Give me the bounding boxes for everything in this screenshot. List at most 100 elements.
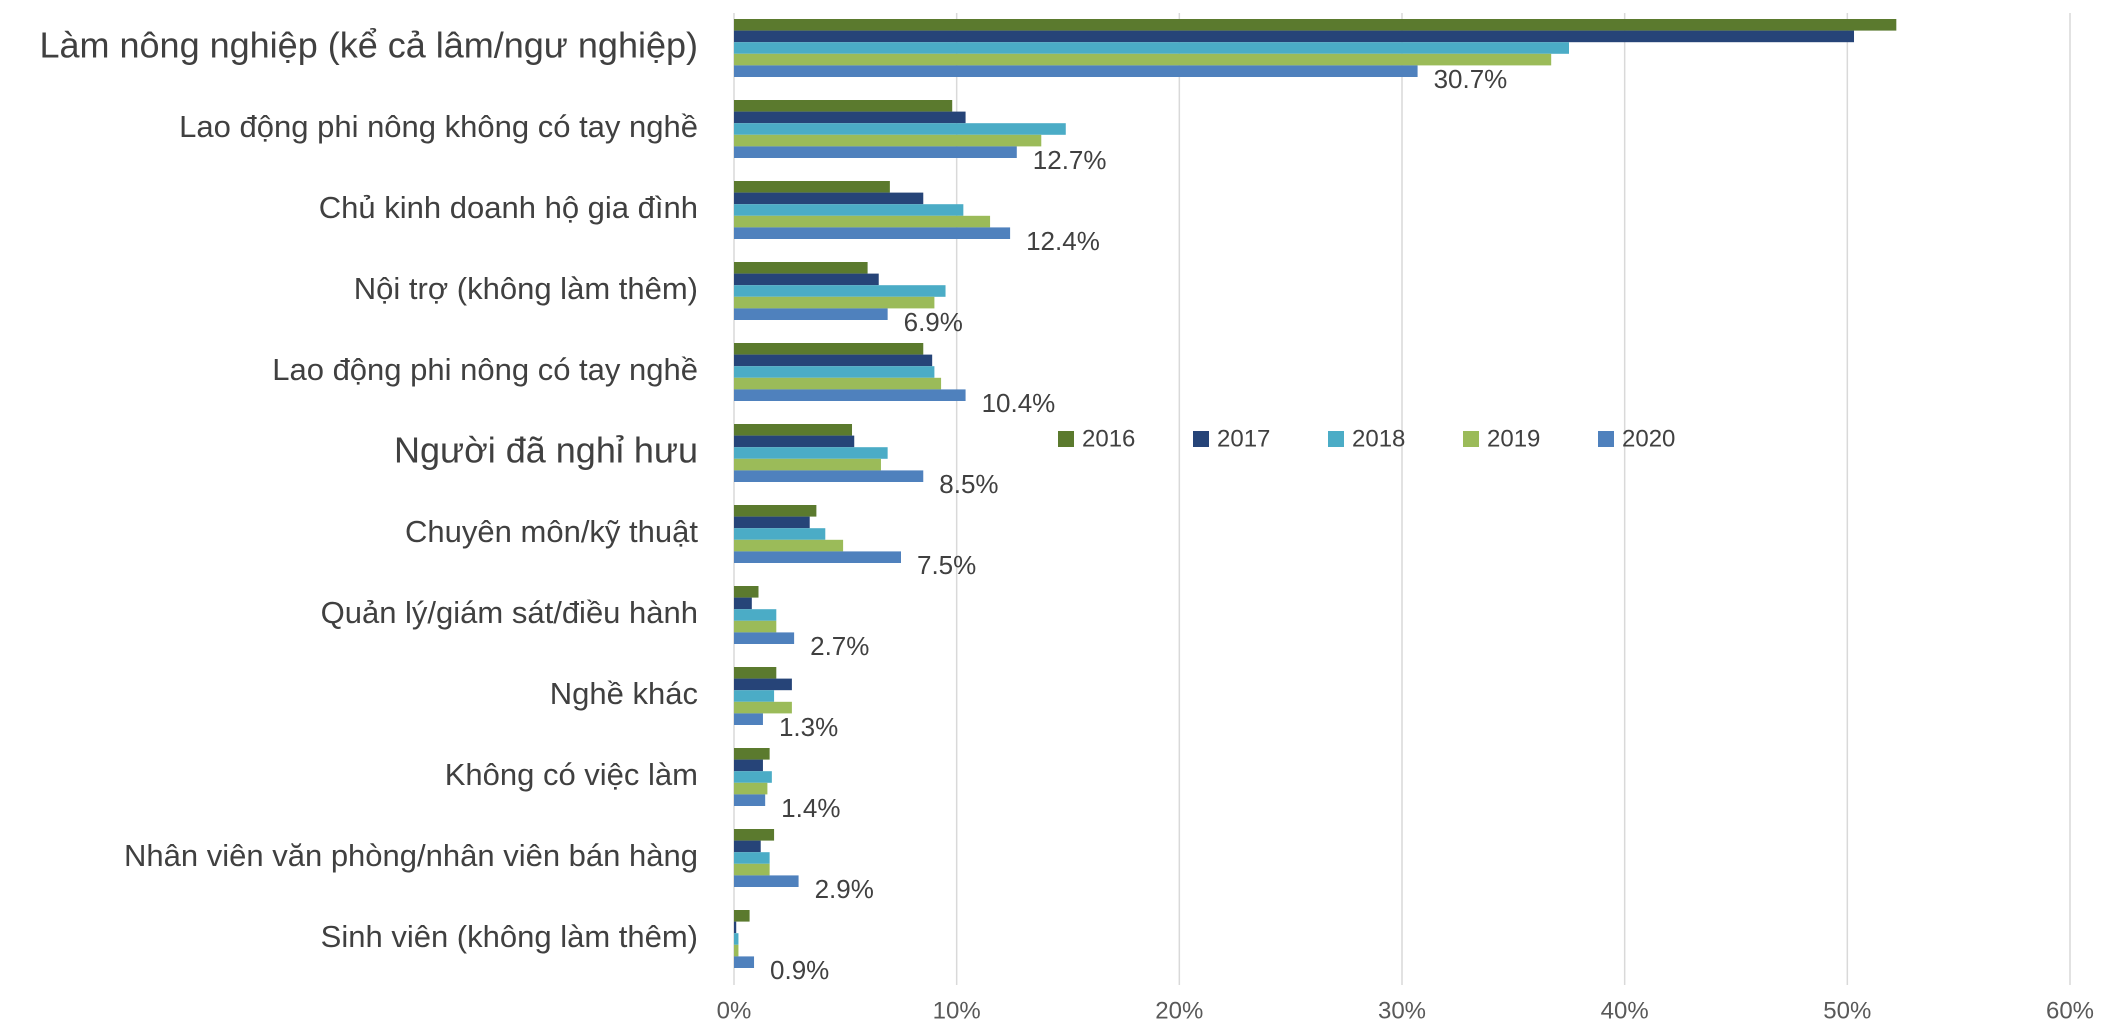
data-label: 10.4% [982, 388, 1056, 418]
x-tick-label: 50% [1823, 997, 1871, 1024]
x-tick-label: 40% [1601, 997, 1649, 1024]
bar [734, 470, 924, 482]
legend-swatch [1193, 431, 1209, 447]
bar [734, 227, 1011, 239]
bar [734, 215, 991, 228]
bar [734, 632, 795, 644]
bar [734, 771, 772, 783]
data-label: 30.7% [1434, 64, 1508, 94]
category-label: Làm nông nghiệp (kể cả lâm/ngư nghiệp) [39, 25, 698, 66]
bar [734, 586, 759, 598]
bar [734, 609, 777, 621]
bar [734, 435, 855, 448]
legend-label: 2018 [1352, 425, 1405, 452]
data-label: 2.7% [810, 631, 869, 661]
bar [734, 389, 966, 401]
data-label: 6.9% [904, 307, 963, 337]
bar [734, 667, 777, 679]
data-label: 12.7% [1033, 145, 1107, 175]
bar [734, 53, 1552, 66]
bar [734, 505, 817, 517]
bar [734, 100, 953, 112]
category-label: Lao động phi nông có tay nghề [272, 352, 698, 387]
bar [734, 539, 844, 552]
data-label: 8.5% [939, 469, 998, 499]
category-label: Không có việc làm [445, 757, 698, 792]
bar [734, 921, 737, 934]
bar [734, 377, 942, 390]
x-tick-label: 60% [2046, 997, 2094, 1024]
bar [734, 111, 966, 124]
bar [734, 458, 881, 471]
bar [734, 447, 888, 459]
legend-label: 2019 [1487, 425, 1540, 452]
bar [734, 30, 1855, 43]
bar [734, 875, 799, 887]
bar [734, 944, 739, 957]
bar [734, 134, 1042, 147]
bar [734, 516, 810, 529]
bar [734, 701, 792, 714]
x-tick-label: 0% [717, 997, 752, 1024]
bar [734, 713, 763, 725]
bar [734, 933, 739, 945]
legend-swatch [1463, 431, 1479, 447]
bar [734, 597, 752, 610]
bar [734, 956, 755, 968]
bar [734, 262, 868, 274]
data-label: 2.9% [815, 874, 874, 904]
x-tick-label: 10% [933, 997, 981, 1024]
bar [734, 204, 964, 216]
bar [734, 910, 750, 922]
bar [734, 840, 761, 853]
bar [734, 759, 763, 772]
bar [734, 42, 1569, 54]
legend-swatch [1328, 431, 1344, 447]
data-label: 0.9% [770, 955, 829, 985]
bar [734, 273, 879, 286]
bar [734, 366, 935, 378]
bar [734, 285, 946, 297]
x-tick-label: 20% [1155, 997, 1203, 1024]
data-label: 1.3% [779, 712, 838, 742]
category-label: Nội trợ (không làm thêm) [354, 271, 698, 306]
bar [734, 65, 1418, 77]
bar [734, 852, 770, 864]
bar [734, 354, 933, 367]
bar [734, 620, 777, 633]
category-label: Chuyên môn/kỹ thuật [405, 514, 698, 549]
legend-label: 2020 [1622, 425, 1675, 452]
bar [734, 690, 775, 702]
bar [734, 551, 901, 563]
category-label: Lao động phi nông không có tay nghề [179, 109, 698, 144]
bar [734, 863, 770, 876]
category-label: Quản lý/giám sát/điều hành [321, 595, 698, 630]
bar [734, 181, 890, 193]
bar [734, 794, 766, 806]
bar [734, 829, 775, 841]
bar [734, 123, 1066, 135]
bar [734, 19, 1897, 31]
bar [734, 146, 1017, 158]
category-label: Sinh viên (không làm thêm) [321, 919, 698, 954]
bar [734, 192, 924, 205]
bar [734, 308, 888, 320]
bar [734, 528, 826, 540]
bar [734, 424, 853, 436]
bar [734, 678, 792, 691]
category-label: Người đã nghỉ hưu [394, 430, 698, 471]
data-label: 1.4% [781, 793, 840, 823]
bar [734, 343, 924, 355]
bar [734, 782, 768, 795]
legend-swatch [1598, 431, 1614, 447]
category-label: Chủ kinh doanh hộ gia đình [319, 190, 698, 225]
x-tick-label: 30% [1378, 997, 1426, 1024]
bar [734, 296, 935, 309]
bar [734, 748, 770, 760]
legend-swatch [1058, 431, 1074, 447]
legend-label: 2017 [1217, 425, 1270, 452]
data-label: 12.4% [1026, 226, 1100, 256]
legend-label: 2016 [1082, 425, 1135, 452]
data-label: 7.5% [917, 550, 976, 580]
